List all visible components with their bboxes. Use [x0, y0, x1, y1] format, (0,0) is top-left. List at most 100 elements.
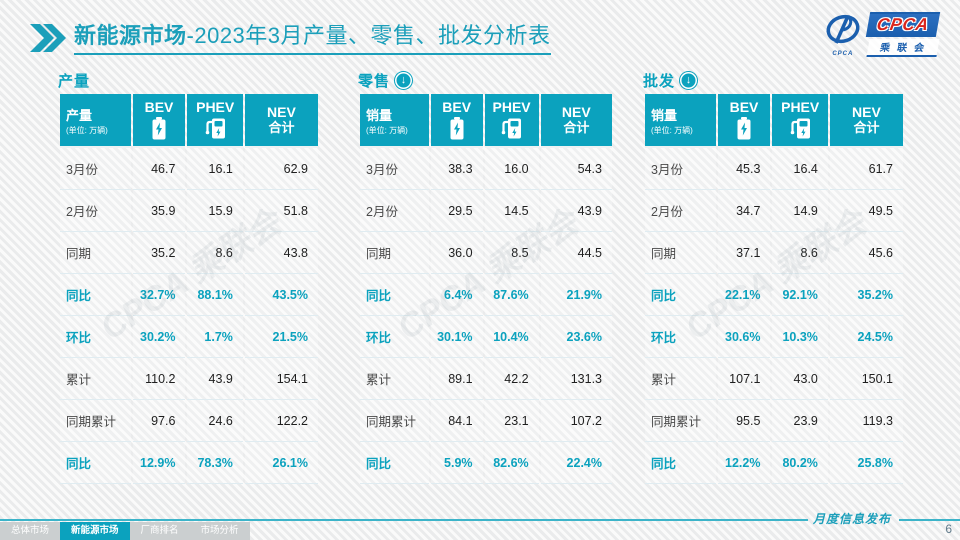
cell-value: 42.2: [484, 358, 539, 400]
cell-value: 21.5%: [244, 316, 318, 358]
column-label: PHEV: [196, 99, 235, 116]
page-title: 新能源市场-2023年3月产量、零售、批发分析表: [74, 22, 551, 55]
cell-value: 30.2%: [132, 316, 186, 358]
cell-value: 10.4%: [484, 316, 539, 358]
table-row: 同期累计 84.1 23.1 107.2: [360, 400, 612, 442]
table-header-row: 销量 (单位: 万辆) BEV PHEV NEV 合计: [645, 94, 903, 148]
measure-header: 销量 (单位: 万辆): [360, 94, 429, 148]
table-row: 同期 36.0 8.5 44.5: [360, 232, 612, 274]
cell-value: 82.6%: [484, 442, 539, 484]
cell-value: 45.6: [829, 232, 903, 274]
table-row: 3月份 46.7 16.1 62.9: [60, 148, 318, 190]
cell-value: 8.6: [772, 232, 828, 274]
cell-value: 29.5: [430, 190, 483, 232]
table-row: 2月份 34.7 14.9 49.5: [645, 190, 903, 232]
data-table-retail: 销量 (单位: 万辆) BEV PHEV NEV 合计 3月份 38.3 16.0 54.3 2月份…: [358, 94, 614, 484]
cell-value: 22.4%: [540, 442, 612, 484]
cell-value: 14.5: [484, 190, 539, 232]
cell-value: 34.7: [717, 190, 771, 232]
cell-value: 43.8: [244, 232, 318, 274]
table-header-row: 产量 (单位: 万辆) BEV PHEV NEV 合计: [60, 94, 318, 148]
cell-value: 21.9%: [540, 274, 612, 316]
charger-icon: [485, 117, 539, 140]
table-row: 同比 12.2% 80.2% 25.8%: [645, 442, 903, 484]
section-label: 产量: [58, 72, 91, 90]
nav-tab-market-analysis[interactable]: 市场分析: [189, 522, 250, 540]
cell-value: 25.8%: [829, 442, 903, 484]
column-label-line2: 合计: [268, 120, 295, 136]
cell-value: 23.9: [772, 400, 828, 442]
cell-value: 110.2: [132, 358, 186, 400]
table-section-production: 产量 CPCA 乘联会 产量 (单位: 万辆) BEV PHEV NEV 合计 3月份 46.7 1…: [58, 68, 320, 484]
cell-value: 12.2%: [717, 442, 771, 484]
measure-header: 销量 (单位: 万辆): [645, 94, 716, 148]
bottom-nav: 总体市场 新能源市场 厂商排名 市场分析: [0, 522, 250, 540]
column-header-nev-total: NEV 合计: [829, 94, 903, 148]
table-row: 累计 110.2 43.9 154.1: [60, 358, 318, 400]
row-label: 同比: [360, 274, 429, 316]
cell-value: 88.1%: [187, 274, 243, 316]
column-header-phev: PHEV: [187, 94, 243, 148]
cell-value: 24.5%: [829, 316, 903, 358]
cell-value: 62.9: [244, 148, 318, 190]
data-table-wholesale: 销量 (单位: 万辆) BEV PHEV NEV 合计 3月份 45.3 16.4 61.7 2月份…: [643, 94, 905, 484]
nav-tab-overall-market[interactable]: 总体市场: [0, 522, 61, 540]
section-label: 零售: [358, 72, 391, 90]
table-row: 环比 30.2% 1.7% 21.5%: [60, 316, 318, 358]
column-header-phev: PHEV: [484, 94, 539, 148]
section-header-wholesale: 批发 ↓: [643, 68, 905, 92]
cell-value: 89.1: [430, 358, 483, 400]
table-section-retail: 零售 ↓ CPCA 乘联会 销量 (单位: 万辆) BEV PHEV NEV 合计 3月份 38.3…: [358, 68, 614, 484]
table-row: 同比 32.7% 88.1% 43.5%: [60, 274, 318, 316]
table-section-wholesale: 批发 ↓ CPCA 乘联会 销量 (单位: 万辆) BEV PHEV NEV 合计 3月份 45.3…: [643, 68, 905, 484]
row-label: 累计: [645, 358, 716, 400]
cell-value: 23.1: [484, 400, 539, 442]
page-number: 6: [945, 522, 952, 536]
cell-value: 43.5%: [244, 274, 318, 316]
column-label: PHEV: [781, 99, 820, 116]
column-label: NEV: [561, 103, 591, 120]
cell-value: 32.7%: [132, 274, 186, 316]
down-arrow-icon: ↓: [680, 71, 698, 89]
row-label: 3月份: [645, 148, 716, 190]
row-label: 3月份: [360, 148, 429, 190]
title-bar: 新能源市场-2023年3月产量、零售、批发分析表: [30, 22, 551, 57]
unit-label: (单位: 万辆): [651, 125, 693, 135]
cell-value: 24.6: [187, 400, 243, 442]
cpca-wordmark: CPCA 乘联会: [865, 12, 941, 57]
row-label: 累计: [60, 358, 131, 400]
column-label: BEV: [442, 99, 472, 116]
cell-value: 23.6%: [540, 316, 612, 358]
cell-value: 26.1%: [244, 442, 318, 484]
row-label: 2月份: [360, 190, 429, 232]
table-row: 环比 30.1% 10.4% 23.6%: [360, 316, 612, 358]
cell-value: 1.7%: [187, 316, 243, 358]
row-label: 同比: [645, 442, 716, 484]
table-row: 同比 12.9% 78.3% 26.1%: [60, 442, 318, 484]
row-label: 同期: [60, 232, 131, 274]
double-chevron-icon: [30, 24, 66, 57]
row-label: 同比: [60, 442, 131, 484]
row-label: 2月份: [645, 190, 716, 232]
cell-value: 15.9: [187, 190, 243, 232]
nav-tab-nev-market[interactable]: 新能源市场: [60, 522, 130, 540]
column-label: NEV: [267, 103, 296, 120]
column-header-nev-total: NEV 合计: [244, 94, 318, 148]
down-arrow-icon: ↓: [395, 71, 413, 89]
cell-value: 16.1: [187, 148, 243, 190]
cell-value: 54.3: [540, 148, 612, 190]
column-header-bev: BEV: [717, 94, 771, 148]
measure-label: 产量: [66, 107, 93, 123]
table-header-row: 销量 (单位: 万辆) BEV PHEV NEV 合计: [360, 94, 612, 148]
cell-value: 36.0: [430, 232, 483, 274]
row-label: 3月份: [60, 148, 131, 190]
cell-value: 61.7: [829, 148, 903, 190]
footer-divider-left: [0, 519, 808, 521]
cell-value: 107.2: [540, 400, 612, 442]
nav-tab-manufacturer-ranking[interactable]: 厂商排名: [129, 522, 190, 540]
cell-value: 49.5: [829, 190, 903, 232]
cell-value: 14.9: [772, 190, 828, 232]
measure-label: 销量: [366, 107, 393, 123]
table-row: 3月份 45.3 16.4 61.7: [645, 148, 903, 190]
cell-value: 22.1%: [717, 274, 771, 316]
